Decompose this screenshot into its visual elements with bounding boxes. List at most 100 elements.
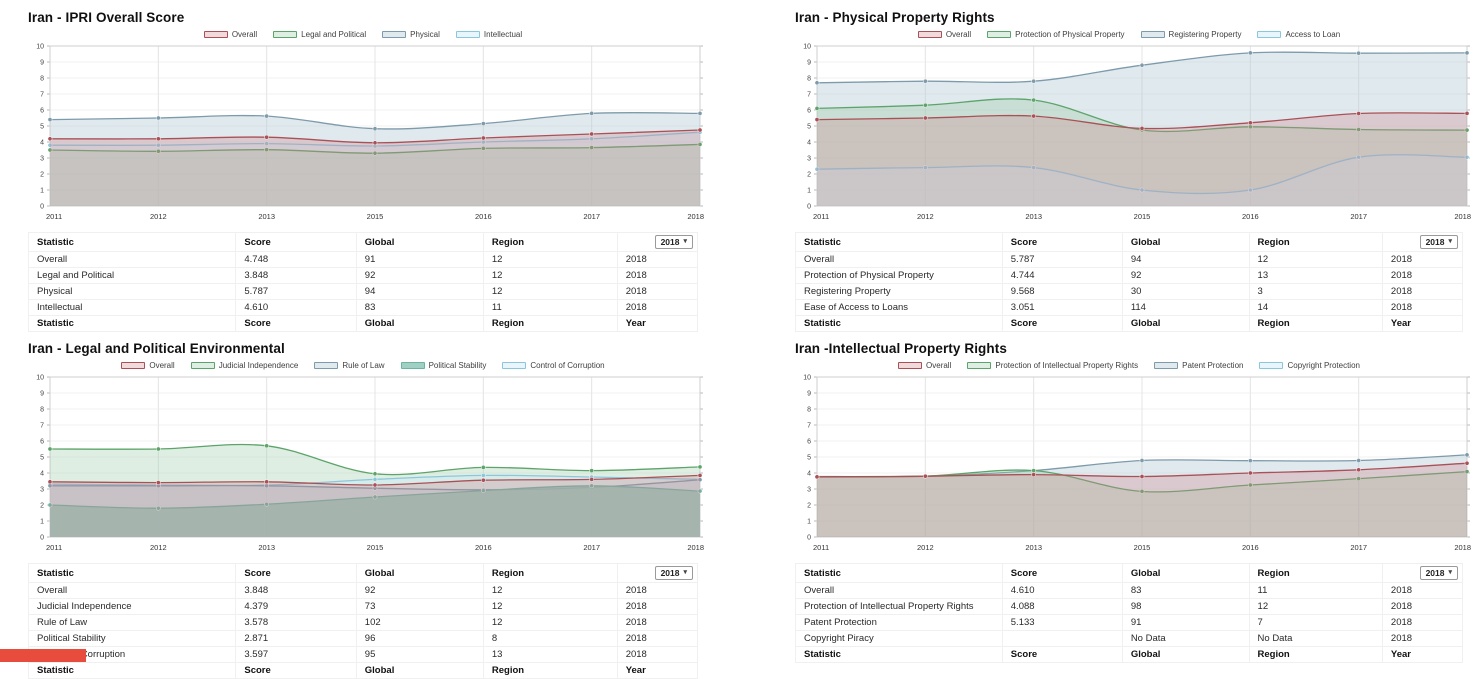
data-point-marker-registering-property[interactable] bbox=[814, 80, 820, 86]
data-point-marker-legal-and-political[interactable] bbox=[372, 150, 378, 156]
legend-item-access-to-loan[interactable]: Access to Loan bbox=[1257, 30, 1340, 39]
data-point-marker-control-of-corruption[interactable] bbox=[480, 473, 486, 478]
data-point-marker-patent-protection[interactable] bbox=[1356, 458, 1362, 463]
data-point-marker-judicial-independence[interactable] bbox=[697, 464, 703, 470]
data-point-marker-overall[interactable] bbox=[922, 115, 928, 121]
data-point-marker-overall[interactable] bbox=[155, 480, 161, 485]
legend-item-intellectual[interactable]: Intellectual bbox=[455, 30, 522, 39]
legend-item-rule-of-law[interactable]: Rule of Law bbox=[314, 361, 385, 370]
data-point-marker-judicial-independence[interactable] bbox=[372, 471, 378, 477]
data-point-marker-overall[interactable] bbox=[480, 477, 486, 483]
data-point-marker-overall[interactable] bbox=[922, 473, 928, 479]
legend-item-overall[interactable]: Overall bbox=[898, 361, 951, 370]
legend-item-protection-of-intellectual-property-rights[interactable]: Protection of Intellectual Property Righ… bbox=[967, 361, 1138, 370]
data-point-marker-intellectual[interactable] bbox=[589, 136, 595, 142]
data-point-marker-access-to-loan[interactable] bbox=[1247, 187, 1253, 193]
legend-item-physical[interactable]: Physical bbox=[382, 30, 440, 39]
data-point-marker-overall[interactable] bbox=[1139, 474, 1145, 479]
data-point-marker-registering-property[interactable] bbox=[1356, 50, 1362, 56]
data-point-marker-physical[interactable] bbox=[264, 113, 270, 119]
data-point-marker-overall[interactable] bbox=[1464, 460, 1470, 466]
data-point-marker-protection-of-intellectual-property-rights[interactable] bbox=[1247, 482, 1253, 488]
year-dropdown[interactable]: 2018 ▾ bbox=[1419, 235, 1458, 249]
data-point-marker-judicial-independence[interactable] bbox=[264, 443, 270, 449]
legend-item-judicial-independence[interactable]: Judicial Independence bbox=[190, 361, 298, 370]
data-point-marker-legal-and-political[interactable] bbox=[697, 142, 703, 147]
data-point-marker-physical[interactable] bbox=[372, 126, 378, 132]
year-dropdown[interactable]: 2018 ▾ bbox=[1419, 566, 1458, 580]
data-point-marker-overall[interactable] bbox=[264, 479, 270, 485]
data-point-marker-political-stability[interactable] bbox=[697, 488, 703, 494]
data-point-marker-physical[interactable] bbox=[47, 117, 53, 122]
data-point-marker-overall[interactable] bbox=[264, 134, 270, 140]
data-point-marker-protection-of-intellectual-property-rights[interactable] bbox=[1031, 468, 1037, 473]
legend-item-legal-and-political[interactable]: Legal and Political bbox=[273, 30, 366, 39]
data-point-marker-legal-and-political[interactable] bbox=[589, 145, 595, 150]
data-point-marker-protection-of-physical-property[interactable] bbox=[1356, 127, 1362, 132]
data-point-marker-registering-property[interactable] bbox=[1139, 62, 1145, 68]
data-point-marker-overall[interactable] bbox=[814, 474, 820, 480]
legend-item-overall[interactable]: Overall bbox=[121, 361, 175, 370]
data-point-marker-intellectual[interactable] bbox=[155, 142, 161, 148]
data-point-marker-patent-protection[interactable] bbox=[1247, 458, 1253, 464]
data-point-marker-political-stability[interactable] bbox=[589, 483, 595, 489]
data-point-marker-protection-of-physical-property[interactable] bbox=[922, 102, 928, 108]
data-point-marker-political-stability[interactable] bbox=[480, 488, 486, 493]
year-dropdown[interactable]: 2018 ▾ bbox=[654, 235, 693, 249]
data-point-marker-physical[interactable] bbox=[697, 111, 703, 116]
data-point-marker-registering-property[interactable] bbox=[1031, 78, 1037, 84]
data-point-marker-protection-of-physical-property[interactable] bbox=[814, 106, 820, 111]
legend-item-overall[interactable]: Overall bbox=[917, 30, 971, 39]
data-point-marker-legal-and-political[interactable] bbox=[264, 147, 270, 153]
data-point-marker-access-to-loan[interactable] bbox=[922, 165, 928, 170]
data-point-marker-overall[interactable] bbox=[1356, 111, 1362, 116]
data-point-marker-overall[interactable] bbox=[589, 131, 595, 137]
chart-canvas-legal-political-environment[interactable]: 0 1 2 3 4 5 6 7 8 9 10 2011 2012 2013 2015 2016 2017 2018 bbox=[28, 373, 704, 559]
data-point-marker-physical[interactable] bbox=[589, 111, 595, 116]
data-point-marker-overall[interactable] bbox=[372, 482, 378, 488]
data-point-marker-protection-of-physical-property[interactable] bbox=[1464, 127, 1470, 133]
year-dropdown[interactable]: 2018 ▾ bbox=[654, 566, 693, 580]
data-point-marker-control-of-corruption[interactable] bbox=[372, 477, 378, 482]
data-point-marker-judicial-independence[interactable] bbox=[47, 446, 53, 452]
chart-canvas-intellectual-property-rights[interactable]: 0 1 2 3 4 5 6 7 8 9 10 2011 2012 2013 2015 2016 2017 2018 bbox=[795, 373, 1471, 559]
data-point-marker-overall[interactable] bbox=[1247, 470, 1253, 476]
data-point-marker-protection-of-intellectual-property-rights[interactable] bbox=[1356, 476, 1362, 481]
data-point-marker-overall[interactable] bbox=[697, 127, 703, 133]
legend-item-protection-of-physical-property[interactable]: Protection of Physical Property bbox=[987, 30, 1125, 39]
data-point-marker-overall[interactable] bbox=[480, 135, 486, 141]
data-point-marker-registering-property[interactable] bbox=[922, 78, 928, 84]
data-point-marker-legal-and-political[interactable] bbox=[480, 146, 486, 151]
data-point-marker-overall[interactable] bbox=[1464, 111, 1470, 116]
data-point-marker-overall[interactable] bbox=[155, 136, 161, 142]
data-point-marker-overall[interactable] bbox=[47, 479, 53, 485]
legend-item-overall[interactable]: Overall bbox=[203, 30, 257, 39]
data-point-marker-protection-of-intellectual-property-rights[interactable] bbox=[1464, 469, 1470, 474]
data-point-marker-access-to-loan[interactable] bbox=[1139, 187, 1145, 193]
data-point-marker-overall[interactable] bbox=[1356, 467, 1362, 473]
legend-item-copyright-protection[interactable]: Copyright Protection bbox=[1259, 361, 1360, 370]
data-point-marker-legal-and-political[interactable] bbox=[155, 148, 161, 154]
data-point-marker-access-to-loan[interactable] bbox=[1031, 165, 1037, 170]
data-point-marker-overall[interactable] bbox=[697, 473, 703, 478]
data-point-marker-judicial-independence[interactable] bbox=[589, 468, 595, 473]
data-point-marker-overall[interactable] bbox=[47, 136, 53, 142]
data-point-marker-overall[interactable] bbox=[372, 140, 378, 146]
data-point-marker-political-stability[interactable] bbox=[155, 505, 161, 511]
data-point-marker-physical[interactable] bbox=[480, 121, 486, 126]
data-point-marker-overall[interactable] bbox=[1139, 126, 1145, 131]
legend-item-registering-property[interactable]: Registering Property bbox=[1140, 30, 1241, 39]
data-point-marker-political-stability[interactable] bbox=[372, 494, 378, 500]
data-point-marker-protection-of-intellectual-property-rights[interactable] bbox=[1139, 489, 1145, 494]
data-point-marker-access-to-loan[interactable] bbox=[1464, 154, 1470, 160]
data-point-marker-judicial-independence[interactable] bbox=[155, 446, 161, 452]
data-point-marker-physical[interactable] bbox=[155, 115, 161, 121]
data-point-marker-protection-of-physical-property[interactable] bbox=[1031, 97, 1037, 103]
data-point-marker-patent-protection[interactable] bbox=[1139, 458, 1145, 463]
data-point-marker-access-to-loan[interactable] bbox=[814, 166, 820, 172]
data-point-marker-registering-property[interactable] bbox=[1247, 50, 1253, 56]
data-point-marker-intellectual[interactable] bbox=[264, 141, 270, 146]
data-point-marker-registering-property[interactable] bbox=[1464, 50, 1470, 56]
data-point-marker-overall[interactable] bbox=[1247, 120, 1253, 126]
data-point-marker-overall[interactable] bbox=[814, 117, 820, 122]
